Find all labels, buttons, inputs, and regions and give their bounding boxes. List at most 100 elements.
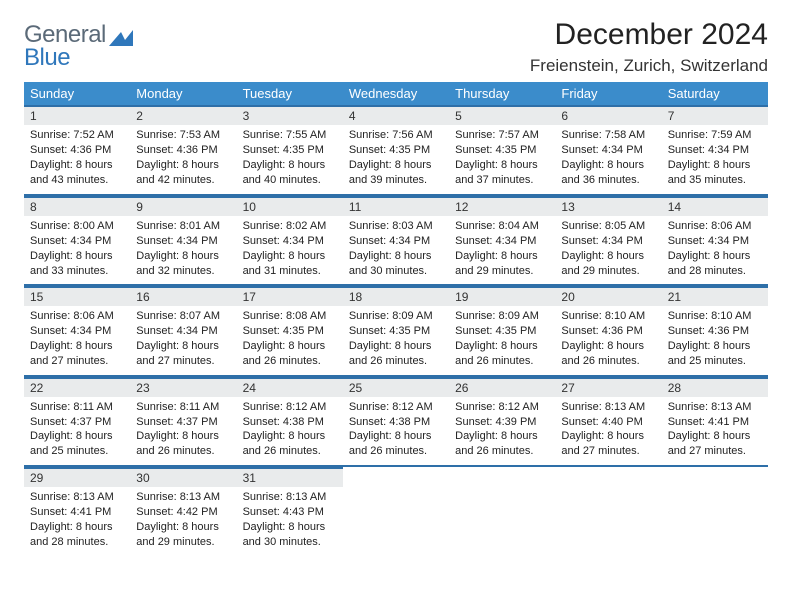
calendar-cell: 19Sunrise: 8:09 AMSunset: 4:35 PMDayligh…: [449, 285, 555, 375]
calendar-cell: 6Sunrise: 7:58 AMSunset: 4:34 PMDaylight…: [555, 105, 661, 195]
day-sunrise: Sunrise: 8:02 AM: [243, 219, 337, 234]
day-sunrise: Sunrise: 8:13 AM: [561, 400, 655, 415]
day-number: 4: [343, 105, 449, 125]
day-number: 26: [449, 377, 555, 397]
day-d2: and 25 minutes.: [30, 444, 124, 459]
calendar-cell: 27Sunrise: 8:13 AMSunset: 4:40 PMDayligh…: [555, 376, 661, 466]
day-header: Wednesday: [343, 82, 449, 105]
day-number: 28: [662, 377, 768, 397]
calendar-cell: [662, 466, 768, 556]
day-sunrise: Sunrise: 7:59 AM: [668, 128, 762, 143]
day-sunset: Sunset: 4:39 PM: [455, 415, 549, 430]
day-d1: Daylight: 8 hours: [243, 520, 337, 535]
day-d1: Daylight: 8 hours: [136, 158, 230, 173]
calendar-cell: 2Sunrise: 7:53 AMSunset: 4:36 PMDaylight…: [130, 105, 236, 195]
day-d2: and 30 minutes.: [349, 264, 443, 279]
header: General Blue December 2024 Freienstein, …: [24, 18, 768, 76]
calendar-cell: 16Sunrise: 8:07 AMSunset: 4:34 PMDayligh…: [130, 285, 236, 375]
day-d1: Daylight: 8 hours: [30, 339, 124, 354]
day-sunrise: Sunrise: 7:57 AM: [455, 128, 549, 143]
day-sunrise: Sunrise: 7:53 AM: [136, 128, 230, 143]
calendar-cell: 22Sunrise: 8:11 AMSunset: 4:37 PMDayligh…: [24, 376, 130, 466]
day-d1: Daylight: 8 hours: [136, 339, 230, 354]
day-d2: and 25 minutes.: [668, 354, 762, 369]
day-details: Sunrise: 8:12 AMSunset: 4:39 PMDaylight:…: [449, 397, 555, 465]
day-number: 3: [237, 105, 343, 125]
day-sunrise: Sunrise: 8:13 AM: [668, 400, 762, 415]
day-sunset: Sunset: 4:37 PM: [30, 415, 124, 430]
day-sunset: Sunset: 4:35 PM: [349, 324, 443, 339]
day-sunrise: Sunrise: 8:13 AM: [30, 490, 124, 505]
day-sunset: Sunset: 4:34 PM: [561, 143, 655, 158]
day-d2: and 26 minutes.: [349, 444, 443, 459]
table-row: 15Sunrise: 8:06 AMSunset: 4:34 PMDayligh…: [24, 285, 768, 375]
day-sunrise: Sunrise: 8:12 AM: [455, 400, 549, 415]
calendar-cell: 30Sunrise: 8:13 AMSunset: 4:42 PMDayligh…: [130, 466, 236, 556]
day-d1: Daylight: 8 hours: [455, 339, 549, 354]
calendar-cell: [449, 466, 555, 556]
day-d2: and 33 minutes.: [30, 264, 124, 279]
day-sunset: Sunset: 4:41 PM: [30, 505, 124, 520]
day-d1: Daylight: 8 hours: [349, 158, 443, 173]
day-d2: and 31 minutes.: [243, 264, 337, 279]
day-d1: Daylight: 8 hours: [561, 249, 655, 264]
calendar-cell: 26Sunrise: 8:12 AMSunset: 4:39 PMDayligh…: [449, 376, 555, 466]
calendar-cell: 14Sunrise: 8:06 AMSunset: 4:34 PMDayligh…: [662, 195, 768, 285]
calendar-cell: 7Sunrise: 7:59 AMSunset: 4:34 PMDaylight…: [662, 105, 768, 195]
day-details: Sunrise: 8:00 AMSunset: 4:34 PMDaylight:…: [24, 216, 130, 284]
day-sunset: Sunset: 4:34 PM: [30, 234, 124, 249]
day-d2: and 32 minutes.: [136, 264, 230, 279]
day-number: 25: [343, 377, 449, 397]
calendar-cell: 21Sunrise: 8:10 AMSunset: 4:36 PMDayligh…: [662, 285, 768, 375]
brand-text: General Blue: [24, 24, 106, 70]
day-d2: and 26 minutes.: [455, 354, 549, 369]
day-sunset: Sunset: 4:34 PM: [30, 324, 124, 339]
calendar-cell: 3Sunrise: 7:55 AMSunset: 4:35 PMDaylight…: [237, 105, 343, 195]
day-number: 22: [24, 377, 130, 397]
day-sunset: Sunset: 4:40 PM: [561, 415, 655, 430]
day-number: 23: [130, 377, 236, 397]
day-details: Sunrise: 8:07 AMSunset: 4:34 PMDaylight:…: [130, 306, 236, 374]
day-details: Sunrise: 8:09 AMSunset: 4:35 PMDaylight:…: [343, 306, 449, 374]
day-d1: Daylight: 8 hours: [243, 429, 337, 444]
day-d1: Daylight: 8 hours: [668, 249, 762, 264]
day-d1: Daylight: 8 hours: [561, 339, 655, 354]
day-header: Sunday: [24, 82, 130, 105]
triangle-icon: [108, 28, 134, 48]
day-number: 30: [130, 467, 236, 487]
day-sunrise: Sunrise: 8:11 AM: [136, 400, 230, 415]
day-number: 8: [24, 196, 130, 216]
day-d1: Daylight: 8 hours: [349, 249, 443, 264]
day-header: Monday: [130, 82, 236, 105]
page-title: December 2024: [530, 18, 768, 52]
day-d1: Daylight: 8 hours: [668, 339, 762, 354]
day-sunset: Sunset: 4:38 PM: [349, 415, 443, 430]
day-d1: Daylight: 8 hours: [349, 429, 443, 444]
calendar-cell: 8Sunrise: 8:00 AMSunset: 4:34 PMDaylight…: [24, 195, 130, 285]
day-number: 19: [449, 286, 555, 306]
day-number: 11: [343, 196, 449, 216]
day-details: Sunrise: 8:10 AMSunset: 4:36 PMDaylight:…: [555, 306, 661, 374]
day-sunrise: Sunrise: 8:13 AM: [136, 490, 230, 505]
day-sunrise: Sunrise: 8:10 AM: [561, 309, 655, 324]
day-sunset: Sunset: 4:34 PM: [561, 234, 655, 249]
day-number: 10: [237, 196, 343, 216]
day-header-row: SundayMondayTuesdayWednesdayThursdayFrid…: [24, 82, 768, 105]
day-d2: and 26 minutes.: [243, 444, 337, 459]
day-number: 2: [130, 105, 236, 125]
day-d1: Daylight: 8 hours: [136, 520, 230, 535]
day-details: Sunrise: 8:12 AMSunset: 4:38 PMDaylight:…: [237, 397, 343, 465]
day-details: Sunrise: 7:55 AMSunset: 4:35 PMDaylight:…: [237, 125, 343, 193]
day-number: 9: [130, 196, 236, 216]
calendar-cell: 9Sunrise: 8:01 AMSunset: 4:34 PMDaylight…: [130, 195, 236, 285]
day-sunrise: Sunrise: 8:06 AM: [668, 219, 762, 234]
day-sunrise: Sunrise: 8:12 AM: [349, 400, 443, 415]
day-d2: and 43 minutes.: [30, 173, 124, 188]
day-d2: and 26 minutes.: [455, 444, 549, 459]
calendar-table: SundayMondayTuesdayWednesdayThursdayFrid…: [24, 82, 768, 556]
day-number: 17: [237, 286, 343, 306]
day-number: 27: [555, 377, 661, 397]
day-details: Sunrise: 7:58 AMSunset: 4:34 PMDaylight:…: [555, 125, 661, 193]
day-d2: and 27 minutes.: [136, 354, 230, 369]
day-details: Sunrise: 7:56 AMSunset: 4:35 PMDaylight:…: [343, 125, 449, 193]
